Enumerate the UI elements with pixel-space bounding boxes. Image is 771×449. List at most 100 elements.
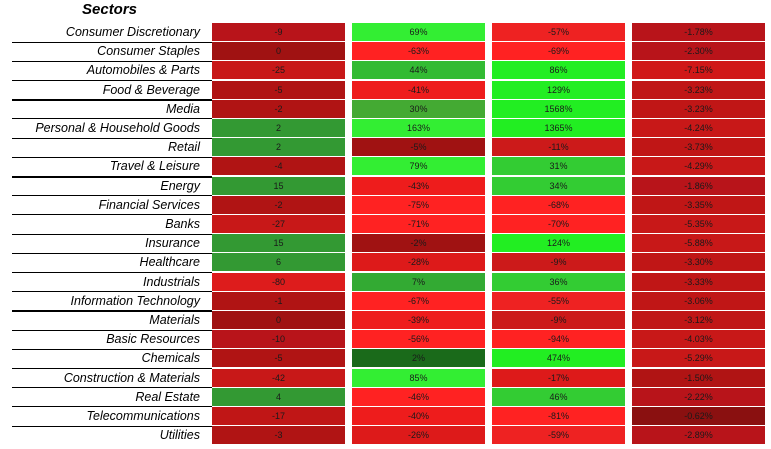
row-divider	[12, 118, 212, 120]
value-cell: 86%	[492, 61, 625, 80]
sector-label: Banks	[165, 217, 200, 231]
table-row: Telecommunications -17 -40% -81% -0.62%	[0, 407, 771, 425]
row-divider	[12, 310, 212, 312]
row-divider	[12, 60, 212, 62]
value-cell: 79%	[352, 157, 485, 176]
value-cell: -10	[212, 330, 345, 349]
value-cell: 1568%	[492, 99, 625, 118]
value-cell: 124%	[492, 234, 625, 253]
value-cell: -59%	[492, 426, 625, 445]
row-divider	[12, 214, 212, 216]
value-cell: 36%	[492, 272, 625, 291]
table-row: Real Estate 4 -46% 46% -2.22%	[0, 387, 771, 406]
row-divider	[12, 272, 212, 273]
table-row: Materials 0 -39% -9% -3.12%	[0, 311, 771, 329]
value-cell: -1.86%	[632, 176, 765, 195]
value-cell: -42	[212, 368, 345, 387]
table-row: Consumer Staples 0 -63% -69% -2.30%	[0, 42, 771, 61]
value-cell: -4.29%	[632, 157, 765, 176]
value-cell: -5%	[352, 138, 485, 157]
table-row: Construction & Materials -42 85% -17% -1.50%	[0, 368, 771, 387]
value-cell: 15	[212, 234, 345, 253]
value-cell: -63%	[352, 42, 485, 61]
value-cell: -3	[212, 426, 345, 445]
value-cell: 46%	[492, 387, 625, 406]
sector-label: Basic Resources	[106, 332, 200, 347]
row-divider	[12, 252, 212, 254]
value-cell: -1.78%	[632, 23, 765, 41]
row-divider	[12, 291, 212, 293]
value-cell: 44%	[352, 61, 485, 80]
value-cell: -3.35%	[632, 195, 765, 214]
sector-label: Telecommunications	[86, 409, 200, 423]
value-cell: -67%	[352, 291, 485, 310]
table-row: Industrials -80 7% 36% -3.33%	[0, 272, 771, 291]
table-row: Basic Resources -10 -56% -94% -4.03%	[0, 330, 771, 349]
sector-label: Consumer Staples	[97, 44, 200, 59]
sector-label: Retail	[168, 140, 200, 155]
value-cell: -70%	[492, 215, 625, 233]
sector-label: Construction & Materials	[63, 370, 200, 385]
value-cell: -43%	[352, 176, 485, 195]
row-divider	[12, 387, 212, 389]
row-divider	[12, 348, 212, 350]
value-cell: -94%	[492, 330, 625, 349]
value-cell: -5.88%	[632, 234, 765, 253]
value-cell: -2	[212, 195, 345, 214]
value-cell: 2	[212, 119, 345, 137]
value-cell: -41%	[352, 80, 485, 99]
sector-label: Utilities	[159, 428, 200, 443]
table-row: Media -2 30% 1568% -3.23%	[0, 99, 771, 118]
value-cell: -2.89%	[632, 426, 765, 445]
value-cell: 129%	[492, 80, 625, 99]
sector-label: Travel & Leisure	[109, 159, 200, 174]
table-row: Insurance 15 -2% 124% -5.88%	[0, 234, 771, 253]
sector-label: Chemicals	[141, 351, 200, 366]
value-cell: -46%	[352, 387, 485, 406]
sector-label: Financial Services	[98, 197, 200, 212]
value-cell: -26%	[352, 426, 485, 445]
value-cell: -81%	[492, 407, 625, 425]
sector-label: Consumer Discretionary	[65, 25, 200, 39]
value-cell: -1	[212, 291, 345, 310]
value-cell: -3.06%	[632, 291, 765, 310]
value-cell: -57%	[492, 23, 625, 41]
table-row: Healthcare 6 -28% -9% -3.30%	[0, 253, 771, 272]
value-cell: -68%	[492, 195, 625, 214]
sector-label: Industrials	[143, 274, 200, 289]
row-divider	[12, 425, 212, 427]
value-cell: -17	[212, 407, 345, 425]
value-cell: 15	[212, 176, 345, 195]
sector-label: Automobiles & Parts	[86, 63, 200, 78]
sector-label: Media	[165, 101, 200, 116]
table-row: Chemicals -5 2% 474% -5.29%	[0, 349, 771, 368]
value-cell: -27	[212, 215, 345, 233]
table-row: Utilities -3 -26% -59% -2.89%	[0, 426, 771, 445]
value-cell: -9%	[492, 311, 625, 329]
row-divider	[12, 368, 212, 369]
table-row: Financial Services -2 -75% -68% -3.35%	[0, 195, 771, 214]
value-cell: -75%	[352, 195, 485, 214]
value-cell: -2	[212, 99, 345, 118]
row-divider	[12, 195, 212, 197]
value-cell: -2.22%	[632, 387, 765, 406]
row-divider	[12, 329, 212, 332]
value-cell: -56%	[352, 330, 485, 349]
value-cell: -4.24%	[632, 119, 765, 137]
table-row: Retail 2 -5% -11% -3.73%	[0, 138, 771, 157]
table-row: Travel & Leisure -4 79% 31% -4.29%	[0, 157, 771, 176]
value-cell: -40%	[352, 407, 485, 425]
value-cell: 0	[212, 311, 345, 329]
value-cell: -3.23%	[632, 80, 765, 99]
value-cell: 31%	[492, 157, 625, 176]
sector-label: Real Estate	[135, 389, 200, 404]
value-cell: -1.50%	[632, 368, 765, 387]
value-cell: 7%	[352, 272, 485, 291]
value-cell: -0.62%	[632, 407, 765, 425]
row-divider	[12, 137, 212, 139]
value-cell: -2.30%	[632, 42, 765, 61]
value-cell: 0	[212, 42, 345, 61]
value-cell: 2	[212, 138, 345, 157]
value-cell: -4.03%	[632, 330, 765, 349]
